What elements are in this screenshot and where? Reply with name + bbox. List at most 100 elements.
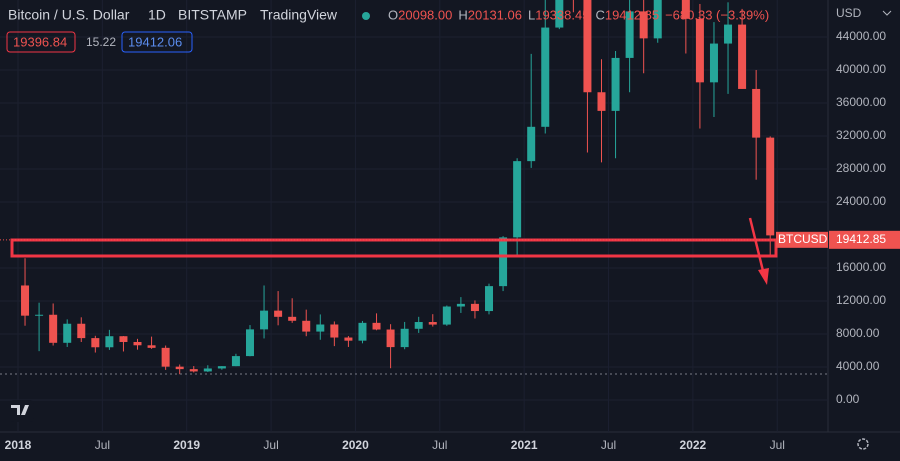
x-tick-label: Jul <box>432 438 447 452</box>
ohlc-value: 20098.00 <box>398 7 452 22</box>
candle-body <box>400 328 409 348</box>
ohlc-value: 19338.45 <box>535 7 589 22</box>
candle-body <box>386 329 395 348</box>
candle-body <box>541 27 550 127</box>
change: −680.33 (−3.39%) <box>665 7 769 22</box>
x-tick-label: Jul <box>263 438 278 452</box>
buy-price[interactable]: 19412.06 <box>128 34 182 49</box>
candle-body <box>653 0 662 39</box>
candle-body <box>456 303 465 307</box>
candle-body <box>119 336 128 342</box>
arrow-head <box>758 268 769 285</box>
buy-box[interactable] <box>121 31 193 53</box>
candle-body <box>695 18 704 83</box>
candle-body <box>147 345 156 348</box>
candle-body <box>133 341 142 346</box>
candle-body <box>709 43 718 83</box>
candle-body <box>344 337 353 341</box>
currency-caret <box>882 10 892 16</box>
time-axis: 2018 Jul 2019 Jul 2020 Jul 2021 Jul 2022 Jul <box>5 438 785 452</box>
source: TradingView <box>260 7 338 23</box>
candle-body <box>274 310 283 317</box>
candle-body <box>63 323 72 343</box>
candle-body <box>189 369 198 372</box>
y-tick-label: 32000.00 <box>836 128 886 142</box>
x-tick-label: 2021 <box>511 438 538 452</box>
candle-body <box>724 24 733 44</box>
candle-body <box>231 356 240 367</box>
logo-bg <box>10 400 34 422</box>
candle-body <box>217 366 226 369</box>
y-tick-label: 36000.00 <box>836 95 886 109</box>
candle-body <box>625 11 634 58</box>
sell-box[interactable] <box>6 31 76 53</box>
candle-body <box>555 0 564 28</box>
candle-body <box>175 366 184 370</box>
candle-body <box>245 329 254 357</box>
candle-body <box>752 88 761 138</box>
ohlc-key: C <box>595 7 604 22</box>
y-tick-label: 24000.00 <box>836 194 886 208</box>
candle-body <box>583 0 592 93</box>
ohlc-key: O <box>388 7 398 22</box>
ohlc-value: 20131.06 <box>468 7 522 22</box>
price-axis: 0.00 4000.00 8000.00 12000.00 16000.00 24000.… <box>836 29 886 406</box>
x-tick-label: 2019 <box>173 438 200 452</box>
candle-body <box>470 303 479 312</box>
ohlc-legend: O 20098.00 H 20131.06 L 19338.45 C 19412.85 −680… <box>388 7 769 22</box>
candle-body <box>260 310 269 330</box>
candle-body <box>597 92 606 111</box>
candle-body <box>203 368 212 372</box>
y-tick-label: 44000.00 <box>836 29 886 43</box>
spread: 15.22 <box>86 35 116 49</box>
candle-body <box>91 338 100 348</box>
candle-body <box>358 322 367 341</box>
candle-body <box>442 306 451 325</box>
y-tick-label: 40000.00 <box>836 62 886 76</box>
candle-body <box>527 126 536 162</box>
x-tick-label: 2020 <box>342 438 369 452</box>
ohlc-key: H <box>458 7 467 22</box>
candle-body <box>766 137 775 236</box>
currency: USD <box>836 6 862 20</box>
candle-body <box>288 316 297 321</box>
y-tick-label: 12000.00 <box>836 293 886 307</box>
grid <box>0 0 828 432</box>
candle-body <box>639 11 648 39</box>
candle-body <box>485 286 494 312</box>
x-tick-label: 2018 <box>5 438 32 452</box>
x-tick-label: Jul <box>95 438 110 452</box>
candle-body <box>499 237 508 287</box>
candle-body <box>611 57 620 111</box>
candle-body <box>330 324 339 338</box>
y-tick-label: 4000.00 <box>836 359 880 373</box>
x-tick-label: Jul <box>601 438 616 452</box>
candle-body <box>35 314 44 316</box>
arrow <box>748 217 766 276</box>
y-tick-label: 8000.00 <box>836 326 880 340</box>
x-tick-label: 2022 <box>680 438 707 452</box>
y-tick-label: 16000.00 <box>836 260 886 274</box>
ohlc-value: 19412.85 <box>605 7 659 22</box>
candle-body <box>21 285 30 316</box>
candle-body <box>681 0 690 19</box>
price-badge <box>829 230 900 249</box>
badge-symbol: BTCUSD <box>778 232 828 246</box>
x-tick-label: Jul <box>770 438 785 452</box>
candle-body <box>428 322 437 325</box>
candle-body <box>513 161 522 238</box>
status-dot <box>362 12 370 20</box>
candle-body <box>316 324 325 332</box>
settings[interactable] <box>857 438 869 450</box>
badge-box <box>776 231 828 248</box>
sell-price[interactable]: 19396.84 <box>13 34 67 49</box>
candle-body <box>77 323 86 339</box>
exchange: BITSTAMP <box>178 7 247 23</box>
logo[interactable] <box>11 405 29 415</box>
last-price: 19412.85 <box>836 232 886 246</box>
candle-body <box>161 347 170 367</box>
candles <box>21 0 789 375</box>
symbol: Bitcoin / U.S. Dollar <box>8 7 130 23</box>
